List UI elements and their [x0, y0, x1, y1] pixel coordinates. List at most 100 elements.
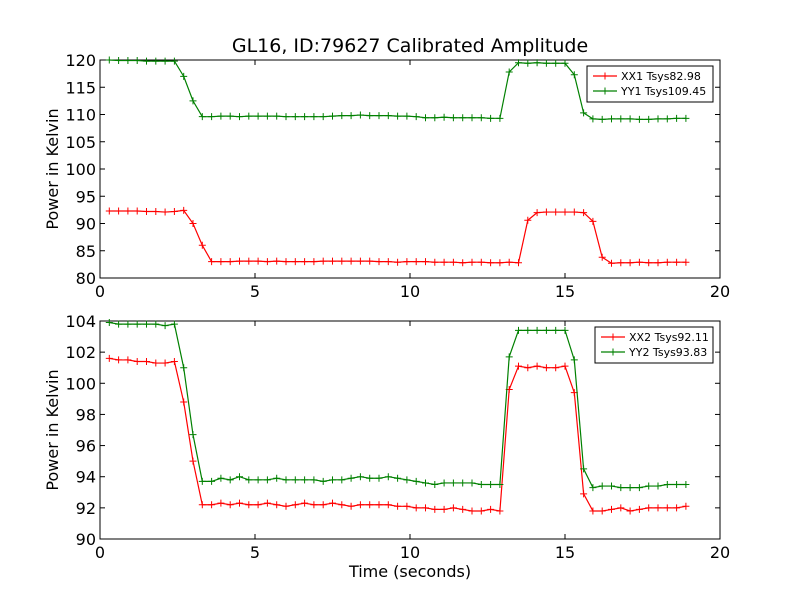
top-series-1: [105, 206, 690, 267]
bottom-data-point: [170, 357, 178, 365]
bottom-data-point: [626, 484, 634, 492]
top-data-point: [422, 114, 429, 122]
top-data-point: [552, 59, 560, 67]
bottom-data-point: [663, 504, 671, 512]
bottom-y-tick-label: 92: [76, 499, 96, 518]
bottom-data-point: [226, 476, 234, 484]
bottom-data-point: [580, 490, 588, 498]
bottom-data-point: [161, 322, 169, 330]
top-data-point: [226, 112, 234, 120]
top-data-point: [617, 115, 625, 123]
bottom-data-point: [561, 326, 569, 334]
bottom-data-point: [561, 362, 569, 370]
bottom-data-point: [124, 320, 132, 328]
top-legend-marker: [601, 87, 609, 95]
top-data-point: [589, 217, 597, 225]
top-data-point: [598, 115, 606, 123]
bottom-data-point: [273, 501, 281, 509]
bottom-data-point: [598, 482, 606, 490]
bottom-data-point: [635, 484, 643, 492]
bottom-data-point: [589, 507, 597, 515]
top-data-point: [124, 207, 132, 215]
bottom-data-point: [161, 359, 169, 367]
top-data-point: [459, 114, 467, 122]
bottom-data-point: [533, 362, 541, 370]
top-legend: XX1 Tsys82.98 YY1 Tsys109.45: [586, 65, 714, 103]
bottom-y-tick-label: 102: [65, 343, 96, 362]
bottom-data-point: [552, 364, 560, 372]
bottom-legend-marker: [609, 348, 617, 356]
bottom-data-point: [468, 479, 476, 487]
top-data-point: [645, 259, 653, 267]
bottom-data-point: [515, 326, 522, 334]
bottom-data-point: [254, 501, 262, 509]
top-data-point: [310, 113, 318, 121]
bottom-data-point: [236, 473, 243, 481]
top-data-point: [524, 59, 532, 67]
top-data-point: [105, 207, 113, 215]
bottom-data-point: [477, 507, 485, 515]
bottom-data-point: [180, 364, 188, 372]
top-data-point: [682, 114, 690, 122]
bottom-y-tick-label: 96: [76, 437, 96, 456]
top-data-point: [282, 113, 290, 121]
bottom-data-point: [282, 476, 290, 484]
top-data-point: [180, 72, 188, 80]
top-x-tick-label: 10: [400, 282, 420, 301]
top-data-point: [329, 112, 336, 120]
bottom-data-point: [626, 507, 634, 515]
top-data-point: [403, 112, 411, 120]
bottom-legend-label: XX2 Tsys92.11: [629, 331, 709, 344]
top-data-point: [143, 57, 150, 65]
top-x-tick-label: 0: [95, 282, 105, 301]
bottom-data-point: [143, 320, 150, 328]
bottom-data-point: [115, 320, 123, 328]
bottom-data-point: [245, 501, 253, 509]
top-series-2: [105, 56, 690, 123]
bottom-data-point: [654, 482, 662, 490]
top-data-point: [431, 258, 439, 266]
top-data-point: [301, 258, 309, 266]
bottom-data-point: [133, 357, 141, 365]
bottom-data-point: [319, 501, 327, 509]
top-data-point: [124, 57, 132, 65]
top-data-point: [282, 258, 290, 266]
bottom-data-point: [533, 326, 541, 334]
top-data-point: [180, 206, 188, 214]
bottom-data-point: [217, 499, 225, 507]
bottom-data-point: [608, 505, 615, 513]
bottom-data-point: [124, 356, 132, 364]
top-y-tick-label: 80: [76, 269, 96, 288]
bottom-x-tick-label: 0: [95, 543, 105, 562]
bottom-data-point: [608, 482, 615, 490]
bottom-data-point: [477, 481, 485, 488]
bottom-data-point: [301, 499, 309, 507]
bottom-data-point: [635, 505, 643, 513]
top-data-point: [356, 257, 364, 265]
bottom-series-2: [105, 319, 690, 492]
bottom-y-tick-label: 94: [76, 468, 96, 487]
top-data-point: [152, 57, 160, 65]
bottom-data-point: [580, 465, 588, 473]
bottom-data-point: [515, 362, 522, 370]
bottom-data-point: [208, 501, 216, 509]
top-data-point: [570, 71, 578, 79]
bottom-data-point: [459, 505, 467, 513]
top-data-point: [580, 109, 588, 117]
bottom-data-point: [356, 473, 364, 481]
bottom-data-point: [394, 502, 402, 510]
bottom-data-point: [291, 476, 299, 484]
bottom-data-point: [487, 505, 495, 513]
top-data-point: [394, 258, 402, 266]
top-data-point: [152, 208, 160, 216]
top-data-point: [245, 112, 253, 120]
top-data-point: [673, 258, 681, 266]
bottom-data-point: [143, 357, 150, 365]
top-data-point: [161, 57, 169, 65]
top-data-point: [291, 258, 299, 266]
top-data-point: [384, 258, 392, 266]
bottom-data-point: [310, 501, 318, 509]
top-data-point: [477, 258, 485, 266]
bottom-data-point: [347, 502, 355, 510]
